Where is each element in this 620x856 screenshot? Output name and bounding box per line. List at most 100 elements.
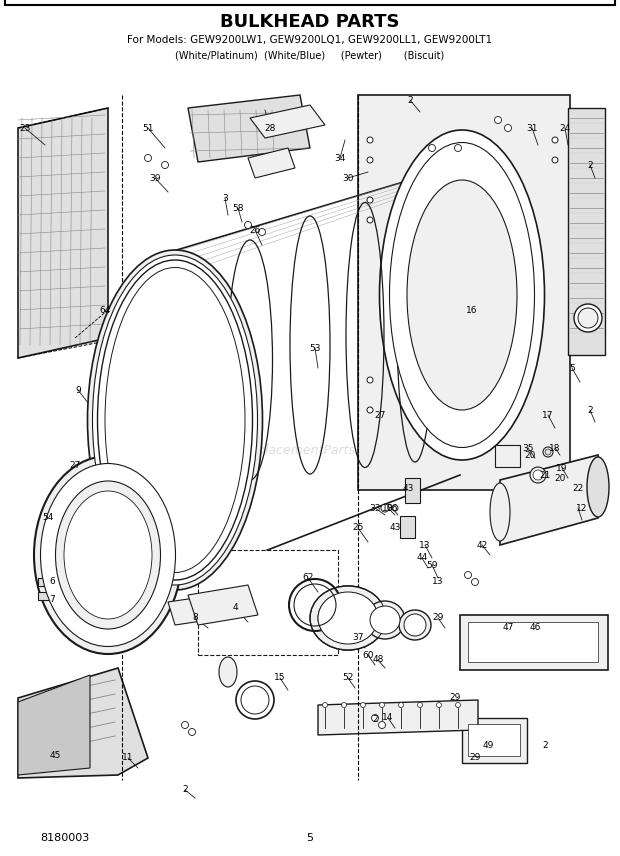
Ellipse shape	[34, 456, 182, 654]
Text: 14: 14	[383, 714, 394, 722]
Bar	[468, 724, 520, 756]
Text: 8: 8	[192, 614, 198, 622]
Circle shape	[454, 145, 461, 152]
Text: 16: 16	[466, 306, 478, 314]
Text: 48: 48	[373, 656, 384, 664]
Text: 5: 5	[306, 833, 314, 843]
Ellipse shape	[552, 157, 558, 163]
Bar	[460, 615, 608, 670]
Text: 2: 2	[542, 740, 548, 750]
Text: 27: 27	[374, 411, 386, 419]
Ellipse shape	[456, 703, 461, 708]
Polygon shape	[250, 105, 325, 138]
Ellipse shape	[56, 481, 161, 629]
Ellipse shape	[322, 703, 327, 708]
Bar	[495, 445, 520, 467]
Text: 27: 27	[69, 461, 81, 469]
Text: 2: 2	[407, 96, 413, 104]
Polygon shape	[18, 668, 148, 778]
Ellipse shape	[417, 703, 422, 708]
Ellipse shape	[360, 703, 366, 708]
Text: 54: 54	[42, 514, 54, 522]
Ellipse shape	[367, 377, 373, 383]
Text: 17: 17	[542, 411, 554, 419]
Text: 34: 34	[334, 153, 346, 163]
Ellipse shape	[552, 137, 558, 143]
Circle shape	[464, 572, 471, 579]
Ellipse shape	[367, 197, 373, 203]
Bar	[38, 578, 96, 586]
Circle shape	[495, 116, 502, 123]
Ellipse shape	[367, 157, 373, 163]
Text: 18: 18	[549, 443, 560, 453]
Text: 15: 15	[274, 674, 286, 682]
Polygon shape	[500, 455, 598, 545]
Ellipse shape	[367, 217, 373, 223]
Text: 33: 33	[370, 503, 381, 513]
Text: 19: 19	[556, 463, 568, 473]
Text: 36: 36	[386, 503, 398, 513]
Circle shape	[378, 722, 386, 728]
Circle shape	[505, 124, 511, 132]
Ellipse shape	[318, 592, 378, 644]
Text: 42: 42	[476, 540, 487, 550]
Text: 47: 47	[502, 623, 514, 633]
Text: 49: 49	[482, 740, 494, 750]
Bar	[38, 592, 96, 600]
Text: 29: 29	[432, 614, 444, 622]
Ellipse shape	[587, 457, 609, 517]
Text: 20: 20	[554, 473, 565, 483]
Text: 9: 9	[75, 385, 81, 395]
Text: 2: 2	[372, 716, 378, 724]
Text: 30: 30	[342, 174, 354, 182]
Ellipse shape	[533, 470, 543, 480]
Ellipse shape	[420, 185, 500, 455]
Text: 23: 23	[19, 123, 30, 133]
Text: (White/Platinum)  (White/Blue)     (Pewter)       (Biscuit): (White/Platinum) (White/Blue) (Pewter) (…	[175, 50, 445, 60]
Text: 43: 43	[402, 484, 414, 492]
Circle shape	[188, 728, 195, 735]
Text: 21: 21	[539, 471, 551, 479]
Bar	[198, 550, 338, 655]
Text: 10: 10	[383, 503, 394, 513]
Text: 24: 24	[559, 123, 570, 133]
Ellipse shape	[219, 657, 237, 687]
Ellipse shape	[40, 463, 175, 646]
Polygon shape	[168, 595, 222, 625]
Text: 28: 28	[264, 123, 276, 133]
Ellipse shape	[379, 703, 384, 708]
Ellipse shape	[342, 703, 347, 708]
Ellipse shape	[490, 483, 510, 541]
Polygon shape	[18, 675, 90, 775]
Text: 2: 2	[587, 161, 593, 169]
Ellipse shape	[574, 304, 602, 332]
Ellipse shape	[379, 130, 544, 460]
Polygon shape	[188, 95, 310, 162]
Ellipse shape	[407, 180, 517, 410]
Ellipse shape	[399, 703, 404, 708]
Text: 58: 58	[232, 204, 244, 212]
Ellipse shape	[392, 505, 398, 511]
Polygon shape	[568, 108, 605, 355]
Text: 7: 7	[49, 596, 55, 604]
Polygon shape	[358, 95, 570, 490]
Text: 26: 26	[249, 225, 260, 235]
Circle shape	[144, 154, 151, 162]
Ellipse shape	[543, 447, 553, 457]
Circle shape	[471, 579, 479, 586]
Text: 46: 46	[529, 623, 541, 633]
Bar	[400, 516, 415, 538]
Ellipse shape	[92, 255, 257, 585]
Text: 44: 44	[417, 554, 428, 562]
Text: 64: 64	[99, 306, 111, 314]
Text: 11: 11	[122, 753, 134, 763]
Text: 2: 2	[587, 406, 593, 414]
Text: 4: 4	[232, 603, 238, 613]
Text: 45: 45	[50, 751, 61, 759]
Text: 22: 22	[572, 484, 583, 492]
Text: 12: 12	[577, 503, 588, 513]
Text: 37: 37	[352, 633, 364, 643]
Polygon shape	[248, 148, 295, 178]
Circle shape	[371, 715, 378, 722]
Text: 13: 13	[419, 540, 431, 550]
